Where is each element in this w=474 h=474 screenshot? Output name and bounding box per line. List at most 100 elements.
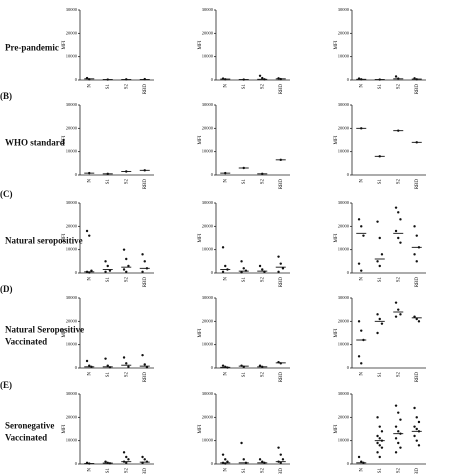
y-tick-label: 30000: [338, 200, 350, 205]
y-tick-label: 30000: [202, 200, 214, 205]
data-point: [394, 451, 398, 454]
data-point: [415, 234, 418, 237]
data-point: [397, 430, 400, 433]
data-point: [125, 455, 128, 459]
data-point: [242, 458, 245, 461]
y-tick-label: 10000: [338, 247, 350, 252]
x-tick-label: S2: [396, 277, 401, 283]
y-axis-label: MFI: [198, 40, 203, 49]
data-point: [378, 425, 381, 428]
y-tick-label: 0: [75, 461, 78, 466]
y-tick-label: 0: [211, 77, 214, 82]
data-point: [360, 225, 363, 228]
data-point: [261, 268, 264, 271]
data-point: [357, 262, 361, 265]
x-tick-label: S1: [106, 84, 111, 90]
data-point: [399, 241, 402, 244]
x-tick-label: S2: [124, 179, 129, 185]
data-point: [127, 264, 130, 268]
data-point: [261, 76, 264, 80]
data-point: [122, 356, 126, 359]
data-point: [413, 315, 416, 318]
y-tick-label: 0: [211, 461, 214, 466]
data-point: [281, 267, 285, 270]
data-point: [357, 218, 361, 221]
data-point: [399, 418, 402, 421]
y-tick-label: 30000: [202, 295, 214, 300]
y-tick-label: 0: [75, 270, 78, 275]
y-tick-label: 20000: [338, 414, 350, 419]
x-tick-label: N: [223, 372, 228, 376]
data-point: [122, 248, 126, 251]
data-point: [141, 353, 144, 357]
x-tick-label: S2: [124, 277, 129, 283]
y-tick-label: 10000: [202, 247, 214, 252]
y-tick-label: 0: [211, 365, 214, 370]
x-tick-label: RBD: [279, 468, 284, 474]
data-point: [104, 270, 107, 274]
data-point: [261, 460, 264, 463]
x-tick-label: N: [87, 372, 92, 376]
x-tick-label: S1: [378, 372, 383, 378]
data-point: [360, 362, 363, 365]
row-label: Seronegative: [5, 421, 54, 431]
row-label: Vaccinated: [5, 337, 47, 347]
data-point: [394, 229, 398, 233]
data-point: [143, 260, 146, 263]
data-point: [376, 313, 379, 316]
y-axis-label: MFI: [62, 328, 67, 337]
data-point: [397, 308, 400, 311]
data-point: [415, 427, 418, 431]
y-tick-label: 10000: [66, 247, 78, 252]
data-point: [394, 437, 398, 440]
y-tick-label: 30000: [202, 7, 214, 12]
data-point: [376, 331, 379, 335]
data-point: [399, 218, 402, 221]
y-tick-label: 0: [75, 77, 78, 82]
data-point: [380, 430, 384, 433]
y-tick-label: 10000: [202, 149, 214, 154]
row-label: Natural Seropositive: [5, 325, 84, 335]
data-point: [394, 425, 398, 428]
y-tick-label: 30000: [66, 200, 78, 205]
y-tick-label: 10000: [338, 438, 350, 443]
data-point: [240, 441, 243, 445]
x-tick-label: RBD: [143, 84, 148, 95]
data-point: [394, 301, 398, 304]
y-axis-label: MFI: [62, 40, 67, 49]
y-axis-label: MFI: [334, 233, 339, 242]
data-point: [394, 75, 398, 78]
data-point: [417, 320, 421, 323]
panel-letter: (D): [0, 284, 13, 294]
x-tick-label: S2: [396, 468, 401, 474]
data-point: [357, 320, 361, 323]
data-point: [415, 416, 418, 419]
data-point: [415, 317, 418, 321]
y-axis-label: MFI: [62, 135, 67, 144]
data-point: [104, 260, 107, 263]
y-tick-label: 10000: [66, 342, 78, 347]
y-tick-label: 30000: [66, 7, 78, 12]
data-point: [104, 460, 107, 463]
x-tick-label: N: [87, 468, 92, 472]
data-point: [125, 461, 128, 465]
data-point: [378, 437, 381, 440]
y-tick-label: 20000: [202, 125, 214, 130]
data-point: [397, 236, 400, 240]
y-tick-label: 10000: [338, 149, 350, 154]
data-point: [143, 458, 146, 461]
y-axis-label: MFI: [334, 328, 339, 337]
data-point: [258, 264, 262, 268]
x-tick-label: N: [223, 277, 228, 281]
x-tick-label: N: [223, 179, 228, 183]
data-point: [221, 453, 225, 456]
data-point: [279, 453, 282, 456]
data-point: [106, 364, 109, 367]
data-point: [221, 364, 225, 367]
x-tick-label: S2: [260, 84, 265, 90]
x-tick-label: RBD: [415, 468, 420, 474]
y-tick-label: 30000: [66, 102, 78, 107]
data-point: [378, 317, 381, 321]
data-point: [397, 441, 400, 445]
data-point: [277, 270, 280, 274]
